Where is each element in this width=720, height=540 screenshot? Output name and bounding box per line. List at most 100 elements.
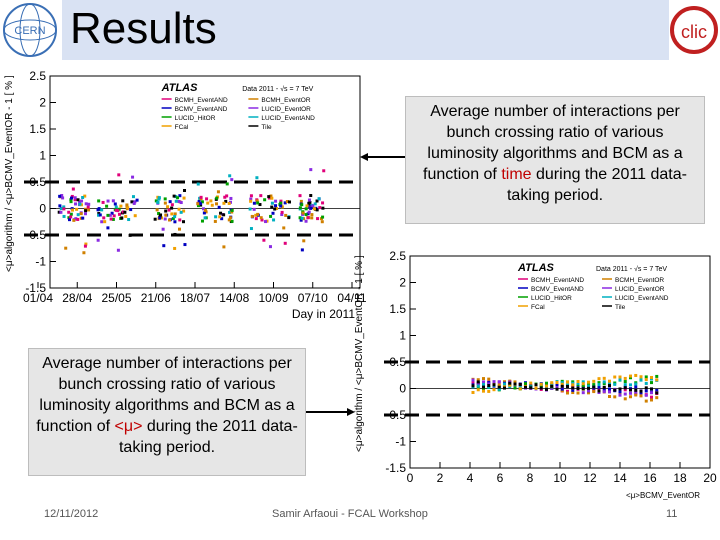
data-point <box>608 390 611 394</box>
data-point <box>487 384 491 388</box>
data-point <box>555 383 559 387</box>
data-point <box>131 195 135 199</box>
data-point <box>650 387 653 391</box>
data-point <box>177 227 181 231</box>
data-point <box>124 214 128 218</box>
data-point <box>229 196 233 200</box>
data-point <box>503 386 506 390</box>
data-point <box>503 382 506 386</box>
data-point <box>127 218 131 222</box>
clic-logo-text: clic <box>681 22 707 42</box>
data-point <box>102 216 106 220</box>
legend-label: LUCID_EventOR <box>615 286 665 293</box>
data-point <box>560 382 564 386</box>
data-point <box>482 380 485 384</box>
data-point <box>482 385 485 389</box>
data-point <box>264 220 268 224</box>
legend-label: LUCID_EventAND <box>615 295 669 302</box>
data-point <box>629 374 632 378</box>
data-point <box>222 201 226 205</box>
data-point <box>644 386 648 390</box>
data-point <box>157 212 161 216</box>
plot-subtitle: Data 2011 - √s = 7 TeV <box>596 265 667 273</box>
data-point <box>230 210 234 214</box>
data-point <box>74 202 78 206</box>
data-point <box>550 382 554 386</box>
data-point <box>167 218 171 222</box>
data-point <box>220 217 224 221</box>
data-point <box>76 217 80 221</box>
data-point <box>181 220 185 224</box>
y-tick-label: 1.5 <box>389 302 406 316</box>
data-point <box>571 388 575 392</box>
data-point <box>623 376 627 380</box>
data-point <box>318 206 322 210</box>
data-point <box>655 374 659 378</box>
data-point <box>618 392 622 396</box>
data-point <box>79 212 83 216</box>
x-axis-label: Day in 2011 <box>292 307 355 321</box>
data-point <box>105 204 109 208</box>
y-tick-label: -1.5 <box>385 461 406 475</box>
data-point <box>71 208 75 212</box>
data-point <box>282 226 286 230</box>
data-point <box>249 199 253 203</box>
data-point <box>597 385 601 389</box>
data-point <box>263 198 267 202</box>
data-point <box>597 383 601 387</box>
data-point <box>59 207 63 211</box>
data-point <box>317 197 321 201</box>
data-point <box>592 379 596 383</box>
data-point <box>644 393 648 397</box>
data-point <box>254 217 258 221</box>
data-point <box>197 199 201 203</box>
data-point <box>309 168 313 172</box>
data-point <box>155 208 159 212</box>
data-point <box>114 208 118 212</box>
data-point <box>608 384 611 388</box>
data-point <box>60 194 64 198</box>
data-point <box>87 208 91 212</box>
data-point <box>566 384 569 388</box>
data-point <box>576 387 580 391</box>
data-point <box>581 391 585 395</box>
data-point <box>78 200 82 204</box>
data-point <box>644 399 648 403</box>
data-point <box>508 381 512 385</box>
data-point <box>545 387 548 391</box>
data-point <box>298 206 302 210</box>
data-point <box>114 205 118 209</box>
data-point <box>69 200 73 204</box>
data-point <box>69 198 73 202</box>
data-point <box>230 208 234 212</box>
data-point <box>623 386 627 390</box>
data-point <box>248 207 252 211</box>
data-point <box>524 385 527 389</box>
data-point <box>125 203 129 207</box>
data-point <box>83 194 87 198</box>
data-point <box>116 248 120 252</box>
data-point <box>524 382 527 386</box>
data-point <box>315 208 319 212</box>
data-point <box>83 212 87 216</box>
data-point <box>534 386 538 390</box>
data-point <box>258 203 262 207</box>
data-point <box>196 202 200 206</box>
data-point <box>163 197 167 201</box>
legend-label: FCal <box>531 304 545 311</box>
data-point <box>534 383 538 387</box>
data-point <box>230 219 234 223</box>
data-point <box>284 213 288 217</box>
data-point <box>196 204 200 208</box>
data-point <box>613 395 617 399</box>
data-point <box>97 199 101 203</box>
y-tick-label: 2.5 <box>389 249 406 263</box>
data-point <box>476 384 480 388</box>
data-point <box>301 211 305 215</box>
data-point <box>623 392 627 396</box>
data-point <box>302 239 306 243</box>
data-point <box>256 201 260 205</box>
x-tick-label: 18 <box>673 471 687 485</box>
data-point <box>254 213 258 217</box>
